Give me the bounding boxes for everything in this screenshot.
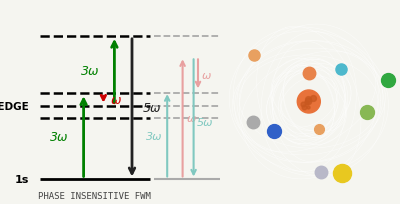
Circle shape bbox=[297, 91, 320, 113]
Text: ω: ω bbox=[202, 71, 212, 80]
Text: 1s: 1s bbox=[14, 175, 29, 184]
Text: 3ω: 3ω bbox=[81, 65, 100, 78]
Text: ω: ω bbox=[111, 93, 122, 106]
Text: PHASE INSENSITIVE FWM: PHASE INSENSITIVE FWM bbox=[38, 191, 151, 200]
Text: 5ω: 5ω bbox=[143, 102, 162, 115]
Text: 3ω: 3ω bbox=[50, 130, 69, 143]
Text: K-EDGE: K-EDGE bbox=[0, 101, 29, 111]
Text: ω: ω bbox=[187, 113, 196, 123]
Text: 3ω: 3ω bbox=[146, 132, 162, 142]
Text: 5ω: 5ω bbox=[196, 118, 213, 127]
